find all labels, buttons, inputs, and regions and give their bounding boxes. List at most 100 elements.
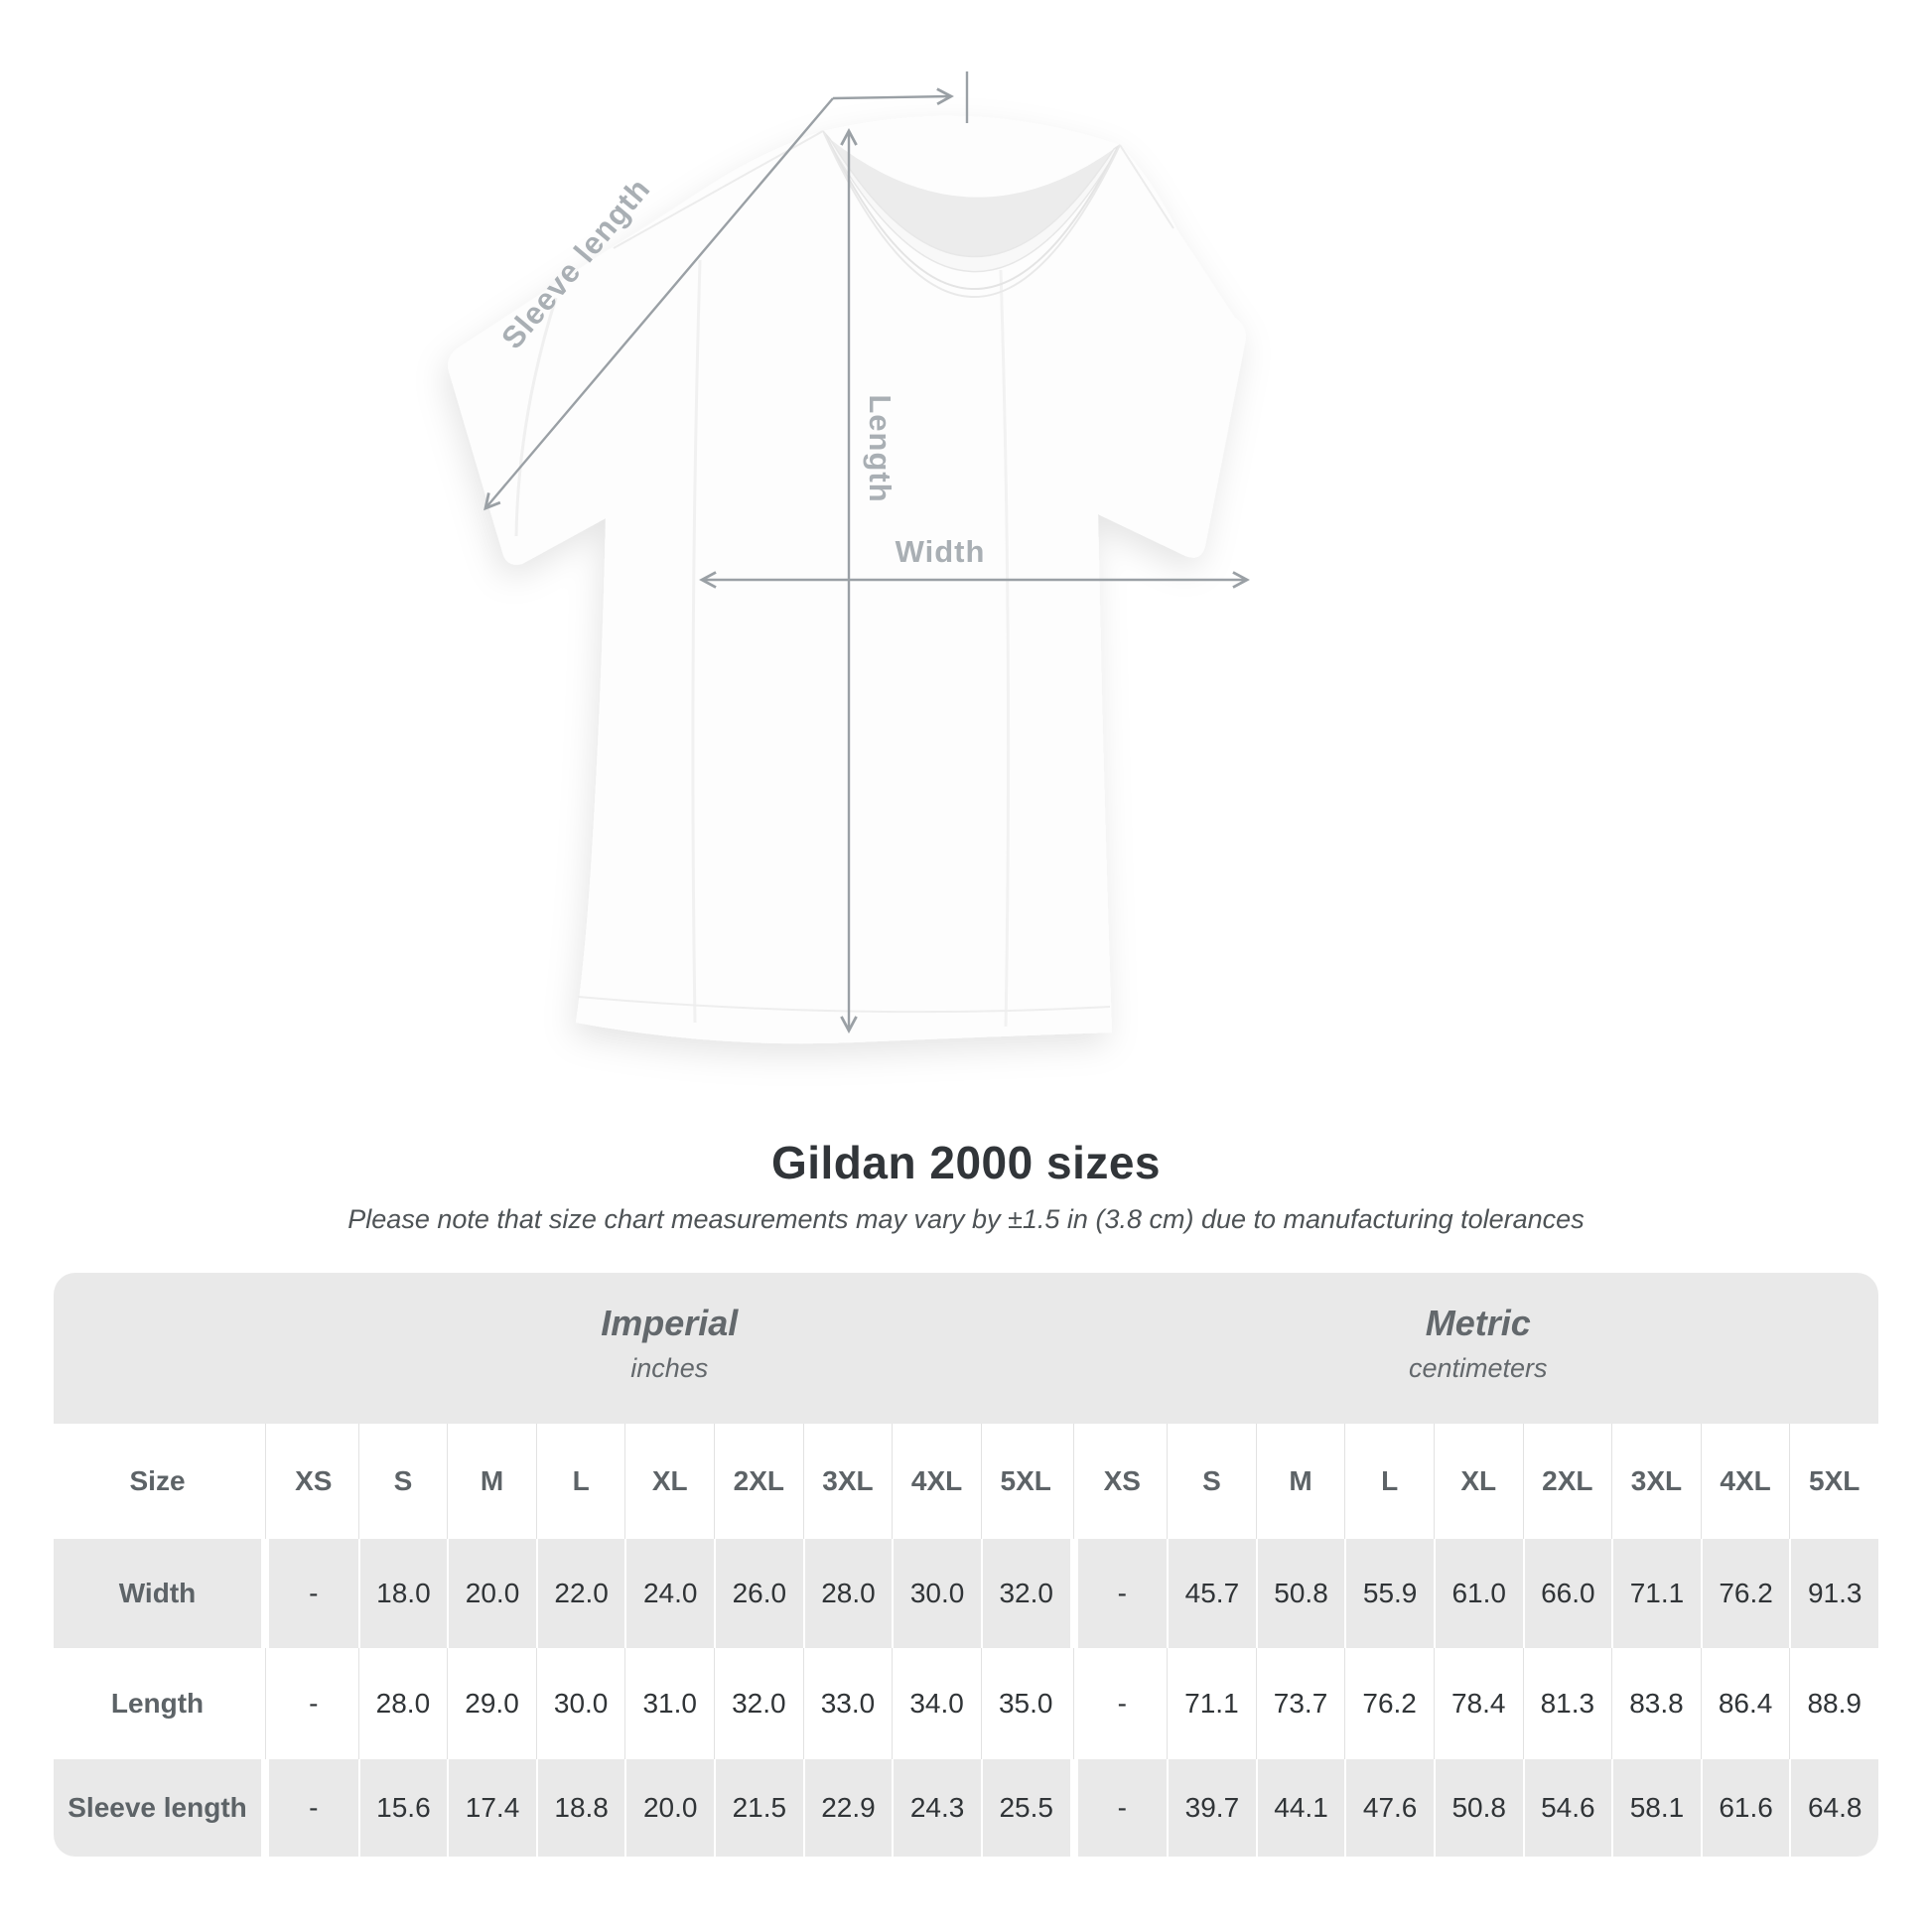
group-separator	[261, 1539, 269, 1648]
size-value-cell: 35.0	[980, 1648, 1070, 1759]
size-value-cell: 83.8	[1611, 1648, 1701, 1759]
size-column-header: M	[447, 1424, 536, 1539]
size-column-header: 5XL	[980, 1424, 1070, 1539]
size-value-cell: 58.1	[1611, 1759, 1701, 1857]
size-column-header: XL	[1433, 1424, 1523, 1539]
group-separator	[1069, 1424, 1078, 1539]
size-value-cell: 18.0	[357, 1539, 448, 1648]
size-column-header: 4XL	[1700, 1424, 1790, 1539]
size-value-cell: 30.0	[892, 1539, 981, 1648]
size-value-cell: 91.3	[1789, 1539, 1878, 1648]
size-value-cell: 71.1	[1167, 1648, 1256, 1759]
group-separator	[1069, 1759, 1078, 1857]
size-value-cell: -	[269, 1648, 358, 1759]
collar	[822, 130, 1121, 298]
size-column-header: S	[357, 1424, 448, 1539]
size-value-cell: 61.6	[1700, 1759, 1790, 1857]
size-column-title: Size	[54, 1424, 261, 1539]
group-separator	[261, 1648, 269, 1759]
size-column-header: 2XL	[714, 1424, 803, 1539]
size-value-cell: 15.6	[357, 1759, 448, 1857]
size-value-cell: 22.9	[802, 1759, 893, 1857]
group-separator	[261, 1759, 269, 1857]
size-value-cell: 30.0	[535, 1648, 625, 1759]
size-value-cell: 20.0	[447, 1539, 536, 1648]
size-value-cell: 76.2	[1344, 1648, 1434, 1759]
size-value-cell: 34.0	[892, 1648, 981, 1759]
size-value-cell: 39.7	[1167, 1759, 1256, 1857]
size-value-cell: 55.9	[1344, 1539, 1434, 1648]
shoulder-offset-arrow	[832, 71, 969, 123]
row-label: Width	[54, 1539, 261, 1648]
size-column-header: M	[1255, 1424, 1345, 1539]
size-value-cell: 54.6	[1522, 1759, 1612, 1857]
size-value-cell: 26.0	[714, 1539, 803, 1648]
size-value-cell: 32.0	[714, 1648, 803, 1759]
metric-group-name: Metric	[1425, 1303, 1531, 1343]
size-column-header: 3XL	[802, 1424, 893, 1539]
size-value-cell: 33.0	[802, 1648, 893, 1759]
size-value-cell: 20.0	[624, 1759, 715, 1857]
imperial-group-unit: inches	[630, 1353, 709, 1383]
size-table: Imperial inches Metric centimeters Size X…	[54, 1273, 1878, 1857]
size-column-header: 4XL	[892, 1424, 981, 1539]
table-header-band	[54, 1273, 1878, 1424]
metric-group-unit: centimeters	[1408, 1353, 1548, 1383]
tshirt-measurement-diagram: Sleeve length Length Width	[448, 71, 1250, 1044]
size-value-cell: -	[269, 1759, 358, 1857]
group-separator	[261, 1424, 269, 1539]
size-value-cell: 28.0	[802, 1539, 893, 1648]
size-column-header: 3XL	[1611, 1424, 1701, 1539]
size-value-cell: 50.8	[1255, 1539, 1345, 1648]
group-separator	[1069, 1539, 1078, 1648]
size-column-header: XS	[269, 1424, 358, 1539]
size-value-cell: 88.9	[1789, 1648, 1878, 1759]
length-label: Length	[863, 394, 897, 502]
size-column-header: L	[535, 1424, 625, 1539]
size-value-cell: 32.0	[980, 1539, 1070, 1648]
row-label: Length	[54, 1648, 261, 1759]
imperial-group-name: Imperial	[601, 1303, 739, 1343]
page-title: Gildan 2000 sizes	[770, 1137, 1162, 1188]
size-value-cell: 81.3	[1522, 1648, 1612, 1759]
size-value-cell: 76.2	[1700, 1539, 1790, 1648]
row-label: Sleeve length	[54, 1759, 261, 1857]
size-value-cell: 73.7	[1255, 1648, 1345, 1759]
width-label: Width	[896, 534, 986, 569]
size-value-cell: 64.8	[1789, 1759, 1878, 1857]
size-value-cell: -	[269, 1539, 358, 1648]
size-value-cell: 61.0	[1433, 1539, 1523, 1648]
size-column-header: XL	[624, 1424, 715, 1539]
size-value-cell: -	[1077, 1539, 1168, 1648]
size-column-header: 2XL	[1522, 1424, 1612, 1539]
group-separator	[1069, 1648, 1078, 1759]
size-value-cell: 18.8	[535, 1759, 625, 1857]
size-value-cell: 86.4	[1700, 1648, 1790, 1759]
size-column-header: S	[1167, 1424, 1256, 1539]
size-value-cell: 24.0	[624, 1539, 715, 1648]
size-column-header: XS	[1077, 1424, 1168, 1539]
size-value-cell: 28.0	[357, 1648, 448, 1759]
size-value-cell: 25.5	[980, 1759, 1070, 1857]
size-value-cell: 24.3	[892, 1759, 981, 1857]
size-value-cell: 44.1	[1255, 1759, 1345, 1857]
size-value-cell: 66.0	[1522, 1539, 1612, 1648]
size-value-cell: 47.6	[1344, 1759, 1434, 1857]
size-value-cell: 21.5	[714, 1759, 803, 1857]
title-block: Gildan 2000 sizes Please note that size …	[0, 1136, 1932, 1235]
sleeve-length-arrow	[483, 97, 834, 511]
size-value-cell: 78.4	[1433, 1648, 1523, 1759]
tolerance-note: Please note that size chart measurements…	[347, 1204, 1585, 1234]
size-column-header: L	[1344, 1424, 1434, 1539]
size-value-cell: 45.7	[1167, 1539, 1256, 1648]
size-value-cell: 22.0	[535, 1539, 625, 1648]
size-value-cell: 31.0	[624, 1648, 715, 1759]
size-value-cell: -	[1077, 1648, 1168, 1759]
size-value-cell: 29.0	[447, 1648, 536, 1759]
metric-group-header: Metric centimeters	[1078, 1273, 1879, 1424]
imperial-group-header: Imperial inches	[269, 1273, 1070, 1424]
size-value-cell: 17.4	[447, 1759, 536, 1857]
size-value-cell: -	[1077, 1759, 1168, 1857]
size-value-cell: 50.8	[1433, 1759, 1523, 1857]
